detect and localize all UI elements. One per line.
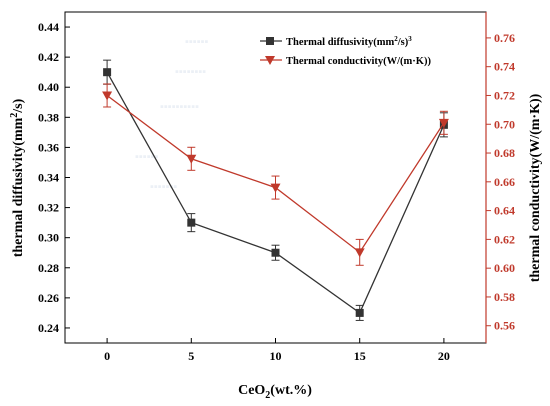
right-tick-label: 0.74: [494, 60, 515, 74]
legend-triangle-marker: [265, 56, 275, 65]
right-axis-title: thermal conductivity(W/(m·K)): [528, 93, 543, 282]
x-axis-title: CeO2(wt.%): [238, 383, 312, 401]
svg-text:Thermal conductivity(W/(m·K)): Thermal conductivity(W/(m·K)): [286, 56, 431, 67]
x-tick-label: 15: [354, 349, 366, 363]
right-tick-label: 0.62: [494, 232, 515, 246]
left-tick-label: 0.28: [38, 261, 59, 275]
data-point-triangle: [438, 118, 449, 128]
svg-text:▪▪▪▪▪▪▪▪▪▪: ▪▪▪▪▪▪▪▪▪▪: [160, 101, 199, 113]
data-point-square: [103, 68, 112, 77]
right-tick-label: 0.70: [494, 117, 515, 131]
right-tick-label: 0.66: [494, 175, 515, 189]
svg-text:▪▪▪▪▪▪▪▪: ▪▪▪▪▪▪▪▪: [175, 66, 206, 78]
series-layer: [102, 59, 449, 321]
svg-text:Thermal diffusivity(mm2/s)3: Thermal diffusivity(mm2/s)3: [286, 35, 412, 48]
right-tick-label: 0.58: [494, 290, 515, 304]
series-line-1: [106, 94, 445, 254]
data-point-triangle: [270, 183, 281, 193]
right-axis-ticks: 0.56 0.58 0.60 0.62 0.64 0.66 0.68 0.70 0.72 0.74…: [486, 31, 515, 333]
left-tick-label: 0.40: [38, 80, 59, 94]
legend: Thermal diffusivity(mm2/s)3 Thermal cond…: [260, 35, 431, 67]
left-tick-label: 0.34: [38, 171, 59, 185]
left-tick-label: 0.26: [38, 291, 59, 305]
right-tick-label: 0.76: [494, 31, 515, 45]
data-point-square: [355, 308, 364, 317]
svg-text:▪▪▪▪▪▪▪: ▪▪▪▪▪▪▪: [150, 181, 177, 193]
left-tick-label: 0.36: [38, 140, 59, 154]
left-axis-ticks: 0.24 0.26 0.28 0.30 0.32 0.34 0.36 0.38 0.40 0.42…: [38, 20, 70, 335]
x-tick-label: 5: [188, 349, 194, 363]
legend-square-marker: [266, 37, 274, 45]
watermark: ▪▪▪▪▪▪ ▪▪▪▪▪▪▪▪ ▪▪▪▪▪▪▪▪▪▪ ▪▪▪▪▪▪ ▪▪▪▪▪▪…: [135, 36, 208, 193]
right-tick-label: 0.64: [494, 204, 515, 218]
left-axis-title: thermal diffusivity(mm2/s): [9, 98, 26, 257]
right-tick-label: 0.68: [494, 146, 515, 160]
data-point-triangle: [354, 248, 365, 258]
right-tick-label: 0.72: [494, 88, 515, 102]
legend-item-conductivity: Thermal conductivity(W/(m·K)): [260, 56, 431, 67]
data-point-triangle: [186, 154, 197, 164]
right-tick-label: 0.56: [494, 319, 515, 333]
left-tick-label: 0.24: [38, 321, 59, 335]
data-point-square: [187, 218, 196, 227]
left-tick-label: 0.38: [38, 110, 59, 124]
x-tick-label: 10: [270, 349, 282, 363]
left-tick-label: 0.32: [38, 201, 59, 215]
data-point-triangle: [102, 91, 113, 101]
x-tick-label: 20: [438, 349, 450, 363]
x-axis-ticks: 0 5 10 15 20: [104, 338, 450, 363]
left-tick-label: 0.44: [38, 20, 59, 34]
x-tick-label: 0: [104, 349, 110, 363]
left-tick-label: 0.42: [38, 50, 59, 64]
left-tick-label: 0.30: [38, 231, 59, 245]
right-tick-label: 0.60: [494, 261, 515, 275]
svg-text:▪▪▪▪▪▪: ▪▪▪▪▪▪: [185, 36, 208, 48]
data-point-square: [271, 248, 280, 257]
legend-item-diffusivity: Thermal diffusivity(mm2/s)3: [260, 35, 412, 48]
